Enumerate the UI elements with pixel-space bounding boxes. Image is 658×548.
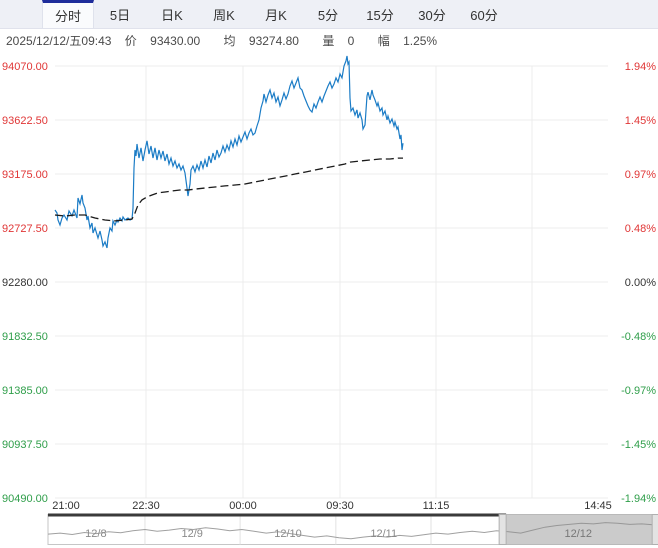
tab-60分[interactable]: 60分	[470, 7, 498, 23]
tab-15分[interactable]: 15分	[366, 7, 394, 23]
x-axis-time-label: 09:30	[326, 500, 354, 512]
tab-30分[interactable]: 30分	[418, 7, 446, 23]
navigator-handle-left[interactable]	[498, 514, 507, 545]
y-axis-percent-label: -1.45%	[621, 439, 656, 451]
tab-分时[interactable]: 分时	[42, 0, 94, 28]
y-axis-price-label: 93622.50	[2, 115, 48, 127]
y-axis-percent-label: 0.48%	[625, 223, 656, 235]
y-axis-price-label: 90490.00	[2, 493, 48, 505]
y-axis-percent-label: 1.94%	[625, 61, 656, 73]
datazoom-navigator[interactable]: 12/8 12/9 12/10 12/11 12/12	[0, 513, 658, 548]
quote-datetime: 2025/12/12/五09:43	[6, 34, 112, 48]
tab-5日[interactable]: 5日	[109, 7, 131, 23]
y-axis-price-label: 94070.00	[2, 61, 48, 73]
x-axis-time-label: 21:00	[52, 500, 80, 512]
tab-5分[interactable]: 5分	[317, 7, 339, 23]
tab-月K[interactable]: 月K	[265, 7, 287, 23]
price-label: 价 93430.00	[124, 34, 201, 48]
quote-info-bar: 2025/12/12/五09:43 价 93430.00 均 93274.80 …	[6, 32, 457, 50]
navigator-date-12/8: 12/8	[85, 528, 106, 540]
navigator-date-12/12: 12/12	[564, 528, 592, 540]
navigator-selection-window[interactable]	[506, 514, 653, 545]
price-value: 93430.00	[150, 34, 201, 48]
x-axis-time-label: 22:30	[132, 500, 160, 512]
y-axis-percent-label: -0.97%	[621, 385, 656, 397]
y-axis-price-label: 93175.00	[2, 169, 48, 181]
y-axis-percent-label: -0.48%	[621, 331, 656, 343]
navigator-date-12/9: 12/9	[182, 528, 203, 540]
avg-label: 均 93274.80	[223, 34, 299, 48]
volume-label: 量 0	[322, 34, 355, 48]
tab-日K[interactable]: 日K	[161, 7, 183, 23]
y-axis-percent-label: 0.00%	[625, 277, 656, 289]
y-axis-price-label: 92727.50	[2, 223, 48, 235]
average-price-line	[54, 157, 403, 222]
y-axis-percent-label: 1.45%	[625, 115, 656, 127]
tabbar-spacer	[0, 0, 42, 28]
x-axis-time-label: 14:45	[584, 500, 612, 512]
price-line	[54, 55, 404, 249]
y-axis-price-label: 91385.00	[2, 385, 48, 397]
tab-周K[interactable]: 周K	[213, 7, 235, 23]
x-axis-time-label: 00:00	[229, 500, 257, 512]
navigator-handle-right[interactable]	[651, 514, 658, 545]
y-axis-price-label: 91832.50	[2, 331, 48, 343]
x-axis-time-label: 11:15	[423, 500, 450, 512]
y-axis-price-label: 90937.50	[2, 439, 48, 451]
navigator-sparkline	[47, 522, 655, 540]
range-label: 幅 1.25%	[377, 34, 438, 48]
y-axis-percent-label: -1.94%	[621, 493, 656, 505]
volume-value: 0	[347, 34, 355, 48]
navigator-date-12/11: 12/11	[370, 528, 397, 540]
range-value: 1.25%	[403, 34, 438, 48]
y-axis-percent-label: 0.97%	[625, 169, 656, 181]
navigator-date-12/10: 12/10	[274, 528, 302, 540]
y-axis-price-label: 92280.00	[2, 277, 48, 289]
avg-value: 93274.80	[248, 34, 299, 48]
period-tabbar: 分时 5日 日K 周K 月K 5分 15分 30分 60分	[0, 0, 658, 29]
intraday-price-chart[interactable]: 94070.00 1.94% 93622.50 1.45% 93175.00 0.97% 9…	[0, 50, 658, 513]
